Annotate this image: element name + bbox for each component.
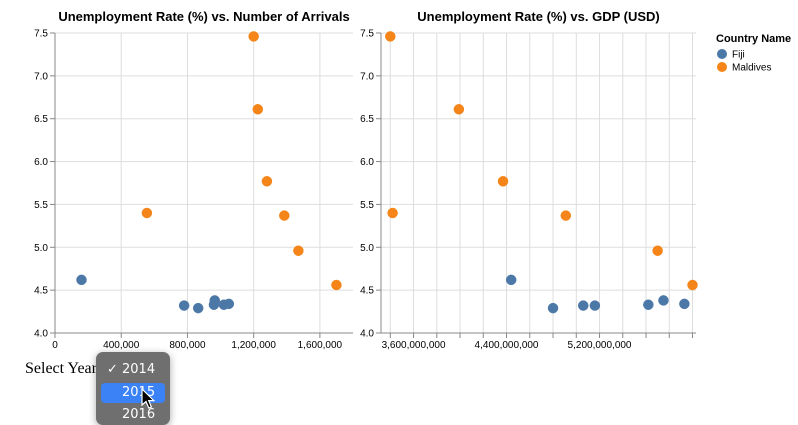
y-tick-label: 4.5 bbox=[34, 286, 48, 297]
x-tick-label: 400,000 bbox=[103, 340, 140, 351]
year-option-2016[interactable]: 2016 bbox=[101, 405, 165, 425]
x-tick-label: 0 bbox=[52, 340, 58, 351]
data-point-fiji[interactable] bbox=[643, 299, 654, 310]
y-tick-label: 6.5 bbox=[360, 114, 374, 125]
data-point-maldives[interactable] bbox=[293, 245, 304, 256]
data-point-maldives[interactable] bbox=[497, 176, 509, 187]
data-point-fiji[interactable] bbox=[679, 298, 690, 310]
y-tick-label: 4.5 bbox=[360, 286, 374, 297]
charts-area: 4.0 4.5 5.0 5.5 6.0 6.5 7.0 7.5 0 400,000 800,000 1… bbox=[34, 9, 791, 351]
data-point-maldives[interactable] bbox=[141, 207, 153, 219]
data-point-maldives[interactable] bbox=[385, 31, 396, 42]
legend-label-fiji: Fiji bbox=[732, 50, 745, 61]
y-tick-label: 5.0 bbox=[360, 243, 374, 254]
data-point-maldives[interactable] bbox=[687, 279, 698, 291]
y-tick-label: 5.5 bbox=[360, 200, 374, 211]
data-point-maldives[interactable] bbox=[331, 279, 342, 291]
y-tick-label: 5.5 bbox=[34, 200, 48, 211]
data-point-maldives[interactable] bbox=[252, 104, 264, 115]
year-dropdown-menu[interactable]: ✓ 2014 2015 2016 bbox=[96, 352, 170, 425]
legend-label-maldives: Maldives bbox=[732, 63, 771, 74]
data-point-fiji[interactable] bbox=[578, 300, 589, 311]
legend-swatch-fiji bbox=[717, 49, 727, 59]
data-point-fiji[interactable] bbox=[209, 295, 221, 306]
x-tick-label: 1,200,000 bbox=[231, 340, 276, 351]
y-tick-label: 6.0 bbox=[34, 157, 48, 168]
x-tick-label: 5,200,000,000 bbox=[568, 340, 632, 351]
y-tick-label: 6.5 bbox=[34, 114, 48, 125]
y-tick-label: 7.5 bbox=[34, 29, 48, 40]
data-point-fiji[interactable] bbox=[505, 274, 517, 286]
checkmark-icon: ✓ bbox=[107, 362, 118, 377]
legend-title: Country Name bbox=[716, 33, 791, 45]
year-option-label: 2016 bbox=[122, 407, 156, 422]
data-point-fiji[interactable] bbox=[223, 298, 235, 310]
y-tick-label: 7.5 bbox=[360, 29, 374, 40]
chart-title: Unemployment Rate (%) vs. Number of Arri… bbox=[58, 9, 349, 24]
data-point-maldives[interactable] bbox=[279, 210, 290, 221]
y-tick-label: 5.0 bbox=[34, 243, 48, 254]
y-tick-label: 4.0 bbox=[34, 329, 48, 340]
data-point-fiji[interactable] bbox=[589, 300, 601, 311]
data-point-maldives[interactable] bbox=[560, 210, 572, 221]
data-point-maldives[interactable] bbox=[248, 31, 259, 42]
legend-swatch-maldives bbox=[717, 62, 727, 72]
data-point-fiji[interactable] bbox=[76, 274, 87, 286]
y-tick-label: 4.0 bbox=[360, 329, 374, 340]
x-tick-label: 800,000 bbox=[169, 340, 206, 351]
x-tick-label: 1,600,000 bbox=[298, 340, 343, 351]
x-tick-label: 4,400,000,000 bbox=[475, 340, 539, 351]
data-point-maldives[interactable] bbox=[652, 245, 663, 256]
data-point-fiji[interactable] bbox=[658, 295, 669, 306]
data-point-maldives[interactable] bbox=[261, 176, 273, 187]
data-point-fiji[interactable] bbox=[192, 302, 204, 314]
year-option-2014[interactable]: ✓ 2014 bbox=[101, 360, 165, 380]
y-tick-label: 7.0 bbox=[360, 71, 374, 82]
chart-gdp: 4.0 4.5 5.0 5.5 6.0 6.5 7.0 7.5 3,600,000,000 4,4… bbox=[360, 9, 698, 351]
data-point-fiji[interactable] bbox=[547, 302, 559, 314]
data-point-maldives[interactable] bbox=[387, 207, 398, 219]
x-tick-label: 3,600,000,000 bbox=[382, 340, 446, 351]
chart-title: Unemployment Rate (%) vs. GDP (USD) bbox=[417, 9, 659, 24]
data-point-fiji[interactable] bbox=[178, 300, 190, 311]
data-point-maldives[interactable] bbox=[453, 104, 465, 115]
legend: Country Name Fiji Maldives bbox=[716, 33, 791, 74]
chart-arrivals: 4.0 4.5 5.0 5.5 6.0 6.5 7.0 7.5 0 400,000 800,000 1… bbox=[34, 9, 353, 351]
y-tick-label: 7.0 bbox=[34, 71, 48, 82]
y-tick-label: 6.0 bbox=[360, 157, 374, 168]
mouse-pointer-icon bbox=[141, 388, 156, 409]
year-option-label: 2014 bbox=[122, 362, 156, 377]
select-year-label: Select Year bbox=[25, 360, 97, 377]
